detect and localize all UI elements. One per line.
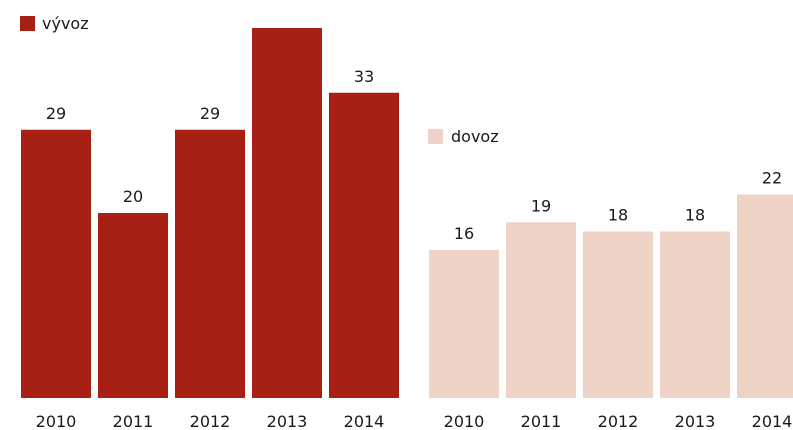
export-bars — [21, 28, 399, 398]
import-value-labels: 16 19 18 18 22 — [454, 169, 782, 244]
import-x-tick-2012: 2012 — [598, 412, 639, 430]
import-value-label-2011: 19 — [531, 196, 551, 215]
import-value-label-2013: 18 — [685, 206, 705, 225]
export-bar-2011 — [98, 213, 168, 398]
import-x-axis: 2010 2011 2012 2013 2014 — [444, 412, 793, 430]
import-bar-2011 — [506, 222, 576, 398]
import-value-label-2010: 16 — [454, 224, 474, 243]
export-value-labels: 29 20 29 33 — [46, 67, 374, 206]
export-x-tick-2014: 2014 — [344, 412, 385, 430]
export-x-axis: 2010 2011 2012 2013 2014 — [36, 412, 385, 430]
import-bar-2012 — [583, 231, 653, 398]
export-value-label-2014: 33 — [354, 67, 374, 86]
import-value-label-2014: 22 — [762, 169, 782, 188]
export-panel: vývoz 29 20 29 33 2010 2011 2012 2013 2014 — [20, 14, 399, 430]
export-bar-2010 — [21, 129, 91, 398]
import-bar-2010 — [429, 250, 499, 398]
export-bar-2014 — [329, 92, 399, 398]
export-legend: vývoz — [20, 14, 89, 33]
import-x-tick-2011: 2011 — [521, 412, 562, 430]
export-value-label-2012: 29 — [200, 104, 220, 123]
import-bar-2014 — [737, 194, 793, 398]
export-value-label-2011: 20 — [123, 187, 143, 206]
export-bar-2013 — [252, 28, 322, 398]
export-legend-label: vývoz — [42, 14, 89, 33]
import-bar-2013 — [660, 231, 730, 398]
import-x-tick-2014: 2014 — [752, 412, 793, 430]
export-legend-swatch — [20, 16, 35, 31]
export-x-tick-2012: 2012 — [190, 412, 231, 430]
export-x-tick-2010: 2010 — [36, 412, 77, 430]
export-x-tick-2013: 2013 — [267, 412, 308, 430]
import-legend: dovoz — [428, 127, 499, 146]
export-value-label-2010: 29 — [46, 104, 66, 123]
import-x-tick-2013: 2013 — [675, 412, 716, 430]
import-panel: dovoz 16 19 18 18 22 2010 2011 2012 2013 2014 — [428, 127, 793, 430]
import-x-tick-2010: 2010 — [444, 412, 485, 430]
import-legend-swatch — [428, 129, 443, 144]
import-bars — [429, 194, 793, 398]
import-legend-label: dovoz — [451, 127, 499, 146]
import-value-label-2012: 18 — [608, 206, 628, 225]
export-bar-2012 — [175, 129, 245, 398]
export-x-tick-2011: 2011 — [113, 412, 154, 430]
